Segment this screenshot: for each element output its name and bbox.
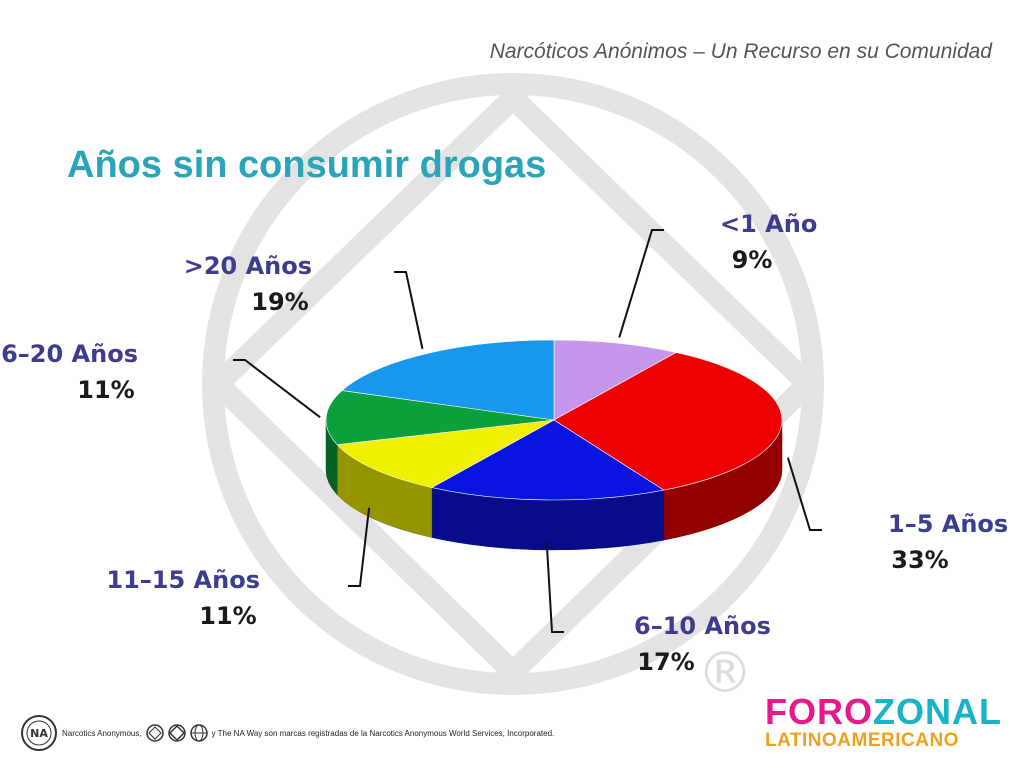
leader-line-0 <box>618 229 664 338</box>
watermark-diamond <box>202 82 824 688</box>
na-globe-icon <box>189 724 208 742</box>
slice-label-5: >20 Años <box>184 252 312 280</box>
pie-labels: <1 Año 9% 1–5 Años 33% 6–10 Años 17% 11–15 Año… <box>0 210 1008 676</box>
header-title: Narcóticos Anónimos – Un Recurso en su C… <box>489 40 992 63</box>
slice-value-1: 33% <box>891 546 948 574</box>
pie-slice-0 <box>553 339 678 421</box>
na-logo-icon: NA <box>21 715 57 751</box>
leader-line-1 <box>786 457 822 531</box>
slice-label-4: 16–20 Años <box>0 340 138 368</box>
pie-slice-1 <box>553 352 783 491</box>
leader-line-4 <box>233 359 321 419</box>
brand-subtitle: LATINOAMERICANO <box>765 730 959 751</box>
pie-leaders <box>233 229 822 633</box>
registered-mark: ® <box>697 641 753 706</box>
slice-value-2: 17% <box>637 648 694 676</box>
na-small-logo-icon <box>145 724 164 742</box>
svg-text:NA: NA <box>30 727 48 740</box>
footer: NA Narcotics Anonymous, y The NA Way son… <box>20 714 554 752</box>
pie-tops <box>325 339 783 501</box>
pie-slice-5 <box>341 339 555 421</box>
brand-part2: ZONAL <box>873 691 1002 732</box>
slice-label-3: 11–15 Años <box>106 566 260 594</box>
slice-value-0: 9% <box>732 246 773 274</box>
slice-value-4: 11% <box>77 376 134 404</box>
pie-slice-4 <box>325 390 555 446</box>
leader-line-2 <box>545 540 564 633</box>
pie-sides <box>325 419 783 551</box>
leader-line-5 <box>394 271 424 350</box>
na-diamond-icon <box>167 724 186 742</box>
brand-part1: FORO <box>765 691 873 732</box>
slice-label-1: 1–5 Años <box>888 510 1008 538</box>
pie-slice-2 <box>430 419 665 501</box>
brand-name: FOROZONAL <box>765 694 1002 730</box>
slice-value-5: 19% <box>251 288 308 316</box>
footer-text-end: y The NA Way son marcas registradas de l… <box>211 728 555 738</box>
leader-line-3 <box>348 507 371 587</box>
slice-label-0: <1 Año <box>720 210 817 238</box>
slide-title: Años sin consumir drogas <box>67 144 547 186</box>
slice-value-3: 11% <box>199 602 256 630</box>
pie-slice-3 <box>336 419 555 488</box>
footer-text-start: Narcotics Anonymous, <box>62 728 142 738</box>
slice-label-2: 6–10 Años <box>634 612 771 640</box>
brand-logo: FOROZONAL LATINOAMERICANO <box>765 694 1002 752</box>
